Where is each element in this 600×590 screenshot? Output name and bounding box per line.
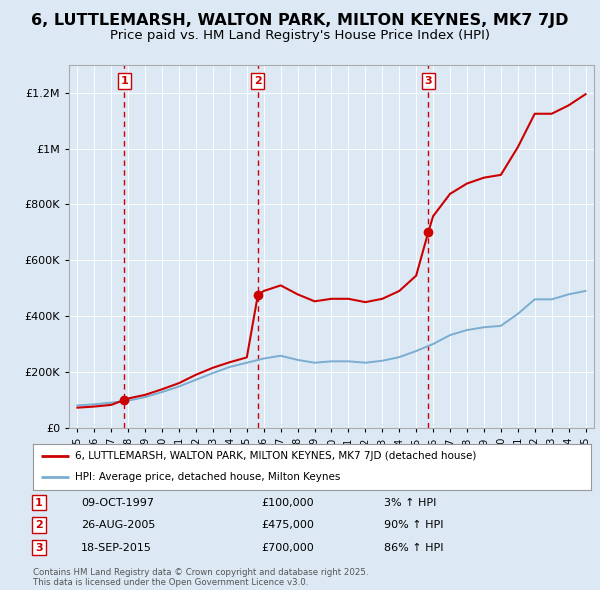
Text: 3% ↑ HPI: 3% ↑ HPI <box>384 498 436 507</box>
Text: 6, LUTTLEMARSH, WALTON PARK, MILTON KEYNES, MK7 7JD: 6, LUTTLEMARSH, WALTON PARK, MILTON KEYN… <box>31 13 569 28</box>
Text: 3: 3 <box>35 543 43 552</box>
Text: £700,000: £700,000 <box>261 543 314 552</box>
Text: 3: 3 <box>424 76 432 86</box>
Text: £475,000: £475,000 <box>261 520 314 530</box>
Text: 09-OCT-1997: 09-OCT-1997 <box>81 498 154 507</box>
Text: 90% ↑ HPI: 90% ↑ HPI <box>384 520 443 530</box>
Text: HPI: Average price, detached house, Milton Keynes: HPI: Average price, detached house, Milt… <box>75 472 340 482</box>
Text: 2: 2 <box>35 520 43 530</box>
Text: 2: 2 <box>254 76 262 86</box>
Text: 18-SEP-2015: 18-SEP-2015 <box>81 543 152 552</box>
Text: 1: 1 <box>35 498 43 507</box>
Text: 6, LUTTLEMARSH, WALTON PARK, MILTON KEYNES, MK7 7JD (detached house): 6, LUTTLEMARSH, WALTON PARK, MILTON KEYN… <box>75 451 476 461</box>
Text: 26-AUG-2005: 26-AUG-2005 <box>81 520 155 530</box>
Text: Contains HM Land Registry data © Crown copyright and database right 2025.
This d: Contains HM Land Registry data © Crown c… <box>33 568 368 587</box>
Text: 1: 1 <box>121 76 128 86</box>
Text: £100,000: £100,000 <box>261 498 314 507</box>
Text: 86% ↑ HPI: 86% ↑ HPI <box>384 543 443 552</box>
Text: Price paid vs. HM Land Registry's House Price Index (HPI): Price paid vs. HM Land Registry's House … <box>110 30 490 42</box>
